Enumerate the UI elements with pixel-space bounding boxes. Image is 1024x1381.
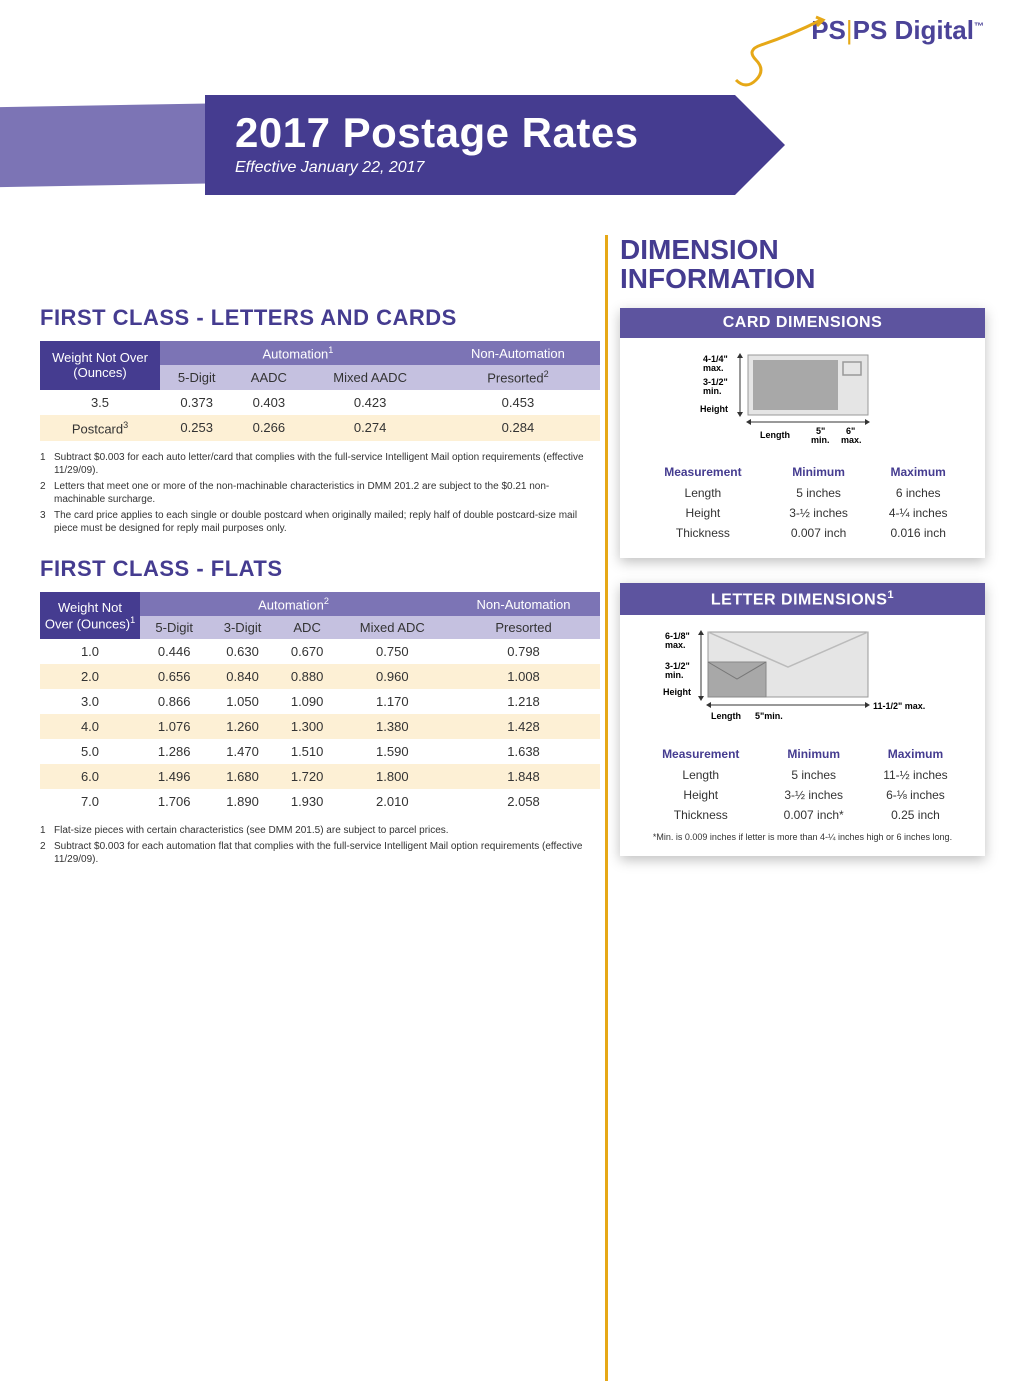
table-row: 4.01.0761.2601.3001.3801.428	[40, 714, 600, 739]
svg-text:min.: min.	[811, 435, 830, 445]
table-row: 5.01.2861.4701.5101.5901.638	[40, 739, 600, 764]
col-nonautomation: Non-Automation	[436, 341, 600, 365]
vertical-divider	[605, 235, 608, 1381]
letter-dimensions-header: LETTER DIMENSIONS1	[620, 583, 985, 615]
footnotes-letters-cards: 1Subtract $0.003 for each auto letter/ca…	[40, 451, 600, 535]
section-title-letters-cards: FIRST CLASS - LETTERS AND CARDS	[40, 305, 600, 331]
svg-text:5"min.: 5"min.	[755, 711, 783, 721]
logo-digital: PS Digital	[853, 15, 974, 45]
banner-main: 2017 Postage Rates Effective January 22,…	[205, 95, 735, 195]
table-row: 3.00.8661.0501.0901.1701.218	[40, 689, 600, 714]
table-row: 3.5 0.373 0.403 0.423 0.453	[40, 390, 600, 415]
svg-text:11-1/2" max.: 11-1/2" max.	[873, 701, 925, 711]
subcol-5digit: 5-Digit	[140, 616, 208, 639]
svg-text:max.: max.	[703, 363, 724, 373]
col-nonautomation: Non-Automation	[447, 592, 600, 616]
section-title-flats: FIRST CLASS - FLATS	[40, 556, 600, 582]
subcol-aadc: AADC	[233, 365, 304, 389]
col-weight: Weight Not Over (Ounces)	[40, 341, 160, 390]
footnotes-flats: 1Flat-size pieces with certain character…	[40, 824, 600, 866]
svg-text:min.: min.	[703, 386, 722, 396]
col-weight: Weight Not Over (Ounces)1	[40, 592, 140, 639]
logo: PS|PS Digital™	[811, 15, 984, 46]
card-dimensions-header: CARD DIMENSIONS	[620, 308, 985, 338]
letter-dim-note: *Min. is 0.009 inches if letter is more …	[636, 832, 969, 842]
subcol-adc: ADC	[277, 616, 338, 639]
banner: 2017 Postage Rates Effective January 22,…	[0, 95, 1024, 210]
letter-dimensions-table: Measurement Minimum Maximum Length5 inch…	[636, 742, 969, 826]
subcol-mixed-aadc: Mixed AADC	[304, 365, 436, 389]
svg-text:Height: Height	[663, 687, 691, 697]
side-column: DIMENSIONINFORMATION CARD DIMENSIONS 4-1…	[620, 235, 985, 881]
subcol-5digit: 5-Digit	[160, 365, 233, 389]
logo-swoosh-icon	[731, 15, 826, 90]
table-letters-cards: Weight Not Over (Ounces) Automation1 Non…	[40, 341, 600, 441]
dimension-info-title: DIMENSIONINFORMATION	[620, 235, 985, 294]
col-automation: Automation1	[160, 341, 436, 365]
svg-text:Length: Length	[760, 430, 790, 440]
subcol-3digit: 3-Digit	[208, 616, 276, 639]
table-row: 6.01.4961.6801.7201.8001.848	[40, 764, 600, 789]
card-diagram: 4-1/4" max. 3-1/2" min. Height Length 5"	[636, 350, 969, 450]
subcol-presorted: Presorted2	[436, 365, 600, 389]
logo-tm: ™	[974, 21, 984, 32]
subcol-presorted: Presorted	[447, 616, 600, 639]
page-title: 2017 Postage Rates	[235, 109, 705, 157]
letter-dimensions-box: LETTER DIMENSIONS1 6-1/8" max. 3-1/2" mi…	[620, 583, 985, 856]
svg-text:min.: min.	[665, 670, 684, 680]
page-subtitle: Effective January 22, 2017	[235, 159, 705, 177]
table-row: Postcard3 0.253 0.266 0.274 0.284	[40, 415, 600, 441]
main-column: FIRST CLASS - LETTERS AND CARDS Weight N…	[40, 235, 600, 869]
card-dimensions-box: CARD DIMENSIONS 4-1/4" max. 3-1/2" min. …	[620, 308, 985, 558]
svg-text:Height: Height	[700, 404, 728, 414]
table-flats: Weight Not Over (Ounces)1 Automation2 No…	[40, 592, 600, 814]
svg-text:Length: Length	[711, 711, 741, 721]
table-row: 7.01.7061.8901.9302.0102.058	[40, 789, 600, 814]
svg-text:max.: max.	[665, 640, 686, 650]
col-automation: Automation2	[140, 592, 447, 616]
table-row: 2.00.6560.8400.8800.9601.008	[40, 664, 600, 689]
letter-diagram: 6-1/8" max. 3-1/2" min. Height Length	[636, 627, 969, 732]
table-row: 1.00.4460.6300.6700.7500.798	[40, 639, 600, 664]
logo-bar: |	[846, 15, 853, 45]
svg-text:max.: max.	[841, 435, 862, 445]
card-dimensions-table: Measurement Minimum Maximum Length5 inch…	[636, 460, 969, 544]
subcol-mixed-adc: Mixed ADC	[338, 616, 448, 639]
